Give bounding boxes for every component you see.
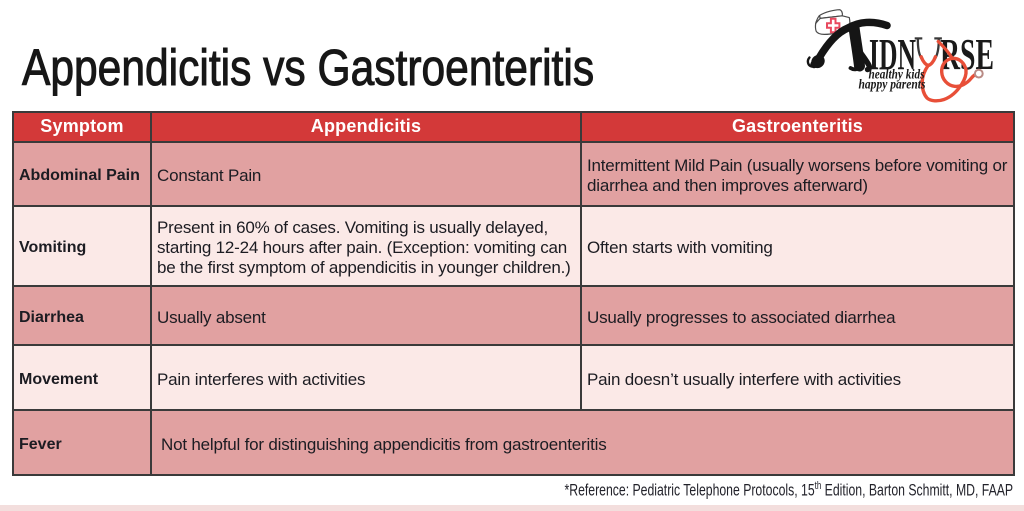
- svg-text:happy parents: happy parents: [859, 78, 926, 93]
- svg-text:healthy kids: healthy kids: [869, 68, 925, 83]
- svg-text:IDN: IDN: [869, 30, 916, 79]
